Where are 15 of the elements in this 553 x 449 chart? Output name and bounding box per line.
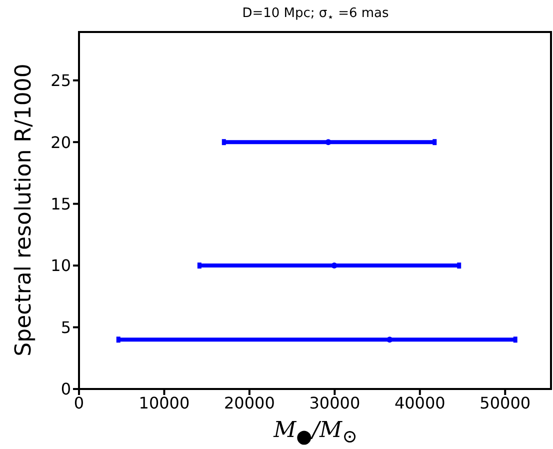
x-tick-label: 10000 bbox=[138, 393, 190, 412]
x-tick-label: 50000 bbox=[480, 393, 531, 412]
y-tick-label: 10 bbox=[50, 256, 71, 276]
x-tick-label: 0 bbox=[74, 393, 84, 412]
x-tick-label: 30000 bbox=[309, 393, 360, 412]
x-axis-title: M$_{●}$/M$_{⊙}$ bbox=[272, 418, 358, 448]
y-tick-label: 20 bbox=[50, 132, 71, 152]
x-tick-label: 40000 bbox=[394, 393, 446, 412]
y-tick-label: 25 bbox=[50, 71, 71, 90]
y-tick-label: 15 bbox=[50, 194, 71, 214]
x-tick-label: 20000 bbox=[224, 393, 275, 412]
chart-title: D=10 Mpc; σ$_{⋆}$ =6 mas bbox=[241, 6, 390, 24]
y-tick-label: 0 bbox=[60, 380, 71, 399]
y-axis-title: Spectral resolution R/1000 bbox=[12, 64, 36, 356]
y-tick-label: 5 bbox=[60, 318, 71, 337]
